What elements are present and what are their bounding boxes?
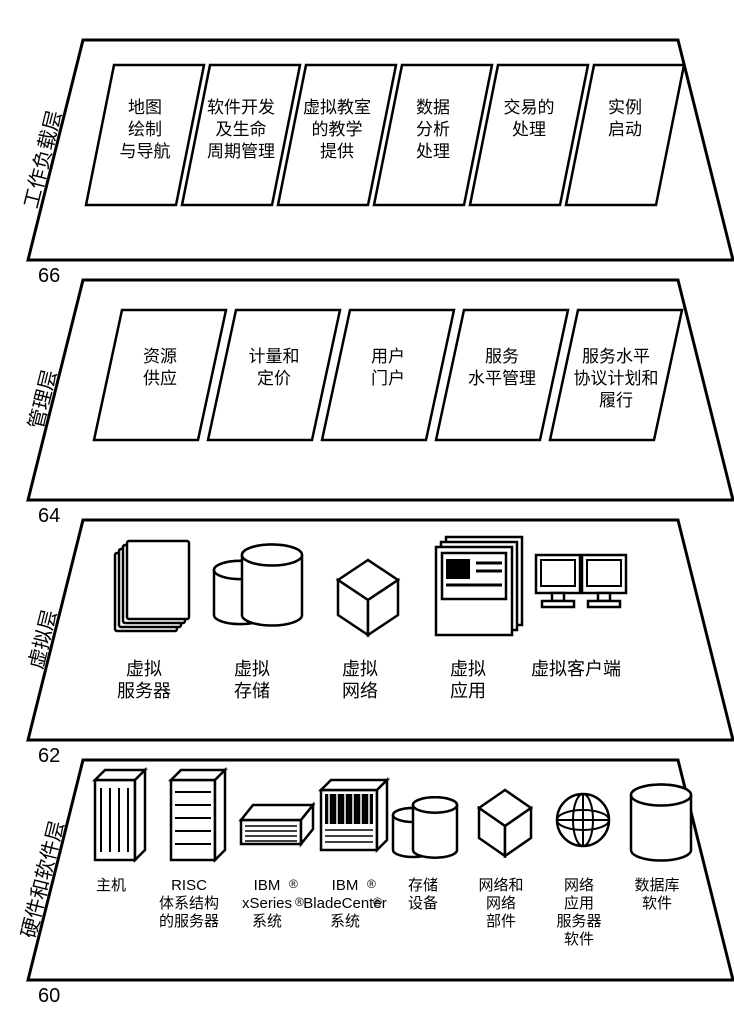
svg-text:存储: 存储 xyxy=(234,681,270,701)
svg-text:门户: 门户 xyxy=(371,369,405,388)
svg-text:网络: 网络 xyxy=(342,681,378,701)
svg-text:处理: 处理 xyxy=(416,142,450,161)
svg-text:虚拟: 虚拟 xyxy=(342,659,378,679)
svg-text:虚拟: 虚拟 xyxy=(126,659,162,679)
svg-text:系统: 系统 xyxy=(330,913,360,930)
hw-risc-icon xyxy=(171,770,225,860)
svg-text:64: 64 xyxy=(38,505,60,527)
svg-text:数据: 数据 xyxy=(416,98,450,117)
virtual-storage-icon xyxy=(214,545,302,626)
virtual-network-icon xyxy=(338,560,398,635)
svg-text:服务水平: 服务水平 xyxy=(582,347,650,366)
svg-text:的教学: 的教学 xyxy=(312,120,363,139)
svg-text:主机: 主机 xyxy=(96,877,126,894)
virtual-app-icon xyxy=(436,537,522,635)
svg-text:提供: 提供 xyxy=(320,142,354,161)
hw-xseries-icon xyxy=(241,805,313,844)
management-layer xyxy=(28,280,733,500)
svg-text:实例: 实例 xyxy=(608,98,642,117)
svg-text:水平管理: 水平管理 xyxy=(468,369,536,388)
svg-text:®: ® xyxy=(289,877,298,891)
svg-text:®: ® xyxy=(373,895,382,909)
svg-text:应用: 应用 xyxy=(564,894,594,912)
svg-text:®: ® xyxy=(367,877,376,891)
svg-text:及生命: 及生命 xyxy=(216,120,267,139)
svg-text:启动: 启动 xyxy=(608,120,642,139)
svg-text:虚拟: 虚拟 xyxy=(234,659,270,679)
hw-storage-icon xyxy=(393,797,457,857)
svg-text:的服务器: 的服务器 xyxy=(159,913,219,930)
hw-blade-icon xyxy=(321,780,387,850)
svg-text:虚拟层: 虚拟层 xyxy=(25,608,62,672)
svg-text:虚拟: 虚拟 xyxy=(450,659,486,679)
svg-text:设备: 设备 xyxy=(408,895,438,912)
svg-text:存储: 存储 xyxy=(408,877,438,894)
svg-text:定价: 定价 xyxy=(257,369,291,388)
svg-text:软件开发: 软件开发 xyxy=(207,98,275,117)
svg-text:周期管理: 周期管理 xyxy=(207,142,275,161)
hw-db-icon xyxy=(631,785,691,861)
svg-text:与导航: 与导航 xyxy=(120,142,171,161)
hw-appsrv-icon xyxy=(557,794,609,846)
svg-text:66: 66 xyxy=(38,265,60,287)
svg-text:交易的: 交易的 xyxy=(504,98,555,117)
svg-text:地图: 地图 xyxy=(128,98,162,117)
svg-text:分析: 分析 xyxy=(416,120,450,139)
svg-text:资源: 资源 xyxy=(143,347,177,366)
hw-netcomp-icon xyxy=(479,790,531,856)
svg-text:体系结构: 体系结构 xyxy=(159,895,219,912)
svg-text:网络和: 网络和 xyxy=(478,877,523,894)
svg-text:硬件和软件层: 硬件和软件层 xyxy=(17,818,68,940)
diagram-canvas: 工作负载层66地图绘制与导航软件开发及生命周期管理虚拟教室的教学提供数据分析处理… xyxy=(10,10,734,1010)
svg-text:计量和: 计量和 xyxy=(249,347,300,366)
svg-text:用户: 用户 xyxy=(371,347,405,366)
svg-text:RISC: RISC xyxy=(171,877,207,894)
svg-text:网络: 网络 xyxy=(486,895,516,912)
svg-text:协议计划和: 协议计划和 xyxy=(574,369,659,388)
virtual-server-icon xyxy=(115,541,189,631)
svg-text:服务: 服务 xyxy=(485,347,519,366)
svg-text:xSeries: xSeries xyxy=(242,895,292,912)
virtual-client-icon xyxy=(536,555,626,607)
hw-mainframe-icon xyxy=(95,770,145,860)
svg-text:IBM: IBM xyxy=(254,877,281,894)
svg-text:62: 62 xyxy=(38,745,60,767)
svg-text:履行: 履行 xyxy=(599,391,633,410)
svg-text:IBM: IBM xyxy=(332,877,359,894)
svg-text:服务器: 服务器 xyxy=(117,681,171,701)
svg-text:网络: 网络 xyxy=(564,877,594,894)
svg-text:管理层: 管理层 xyxy=(25,368,62,432)
svg-text:应用: 应用 xyxy=(450,681,486,701)
svg-text:绘制: 绘制 xyxy=(128,120,162,139)
svg-text:处理: 处理 xyxy=(512,120,546,139)
svg-text:60: 60 xyxy=(38,985,60,1007)
svg-text:虚拟客户端: 虚拟客户端 xyxy=(531,659,621,679)
svg-text:数据库: 数据库 xyxy=(634,877,679,894)
svg-text:系统: 系统 xyxy=(252,913,282,930)
svg-text:软件: 软件 xyxy=(564,931,594,948)
svg-text:供应: 供应 xyxy=(143,369,177,388)
svg-text:虚拟教室: 虚拟教室 xyxy=(303,98,371,117)
svg-text:部件: 部件 xyxy=(486,913,516,930)
svg-text:工作负载层: 工作负载层 xyxy=(20,108,67,211)
svg-text:服务器: 服务器 xyxy=(556,913,601,930)
svg-text:软件: 软件 xyxy=(642,895,672,912)
